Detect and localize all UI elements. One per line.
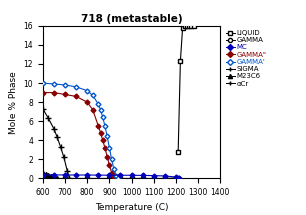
MC — [163, 175, 167, 177]
GAMMA — [85, 177, 89, 180]
LIQUID — [190, 25, 193, 27]
GAMMA" — [96, 125, 100, 127]
GAMMA — [176, 177, 180, 180]
GAMMA" — [63, 93, 67, 96]
LIQUID — [179, 60, 182, 62]
M23C6 — [41, 172, 45, 175]
GAMMA — [174, 177, 178, 179]
MC — [41, 174, 45, 176]
SIGMA — [52, 127, 56, 130]
GAMMA' — [103, 125, 107, 127]
Legend: LIQUID, GAMMA, MC, GAMMA", GAMMA', SIGMA, M23C6, αCr: LIQUID, GAMMA, MC, GAMMA", GAMMA', SIGMA… — [226, 29, 267, 88]
MC — [152, 174, 156, 177]
GAMMA' — [112, 168, 116, 170]
MC — [74, 174, 78, 176]
SIGMA — [55, 136, 59, 139]
Line: SIGMA: SIGMA — [40, 106, 72, 181]
M23C6 — [49, 175, 52, 177]
Line: LIQUID: LIQUID — [176, 24, 196, 154]
M23C6 — [55, 177, 59, 180]
GAMMA' — [108, 147, 111, 149]
αCr — [51, 177, 55, 179]
GAMMA" — [108, 164, 111, 166]
GAMMA" — [52, 91, 56, 94]
MC — [130, 174, 133, 177]
MC — [174, 176, 178, 178]
LIQUID — [187, 25, 191, 27]
GAMMA" — [112, 176, 116, 178]
GAMMA — [119, 177, 122, 180]
LIQUID — [176, 150, 180, 153]
SIGMA — [62, 156, 66, 159]
Line: GAMMA': GAMMA' — [41, 81, 120, 180]
GAMMA' — [114, 174, 118, 177]
SIGMA — [68, 177, 71, 180]
M23C6 — [51, 176, 55, 178]
Line: M23C6: M23C6 — [41, 171, 59, 181]
GAMMA" — [110, 171, 114, 174]
SIGMA — [41, 108, 45, 110]
Line: MC: MC — [41, 173, 181, 180]
LIQUID — [183, 25, 187, 27]
GAMMA — [108, 177, 111, 180]
αCr — [46, 175, 49, 177]
GAMMA' — [105, 135, 109, 138]
GAMMA — [163, 177, 167, 180]
LIQUID — [192, 25, 196, 27]
Line: αCr: αCr — [41, 173, 57, 181]
GAMMA' — [85, 89, 89, 92]
GAMMA" — [91, 108, 95, 111]
GAMMA — [152, 177, 156, 180]
GAMMA" — [114, 177, 118, 180]
SIGMA — [59, 146, 62, 148]
MC — [119, 174, 122, 177]
GAMMA' — [110, 158, 114, 161]
MC — [96, 174, 100, 176]
GAMMA' — [96, 103, 100, 105]
GAMMA' — [91, 94, 95, 97]
LIQUID — [181, 26, 185, 29]
GAMMA — [41, 177, 45, 180]
Line: GAMMA": GAMMA" — [41, 91, 118, 180]
Line: GAMMA: GAMMA — [41, 176, 180, 181]
GAMMA" — [85, 101, 89, 103]
LIQUID — [185, 25, 189, 27]
Title: 718 (metastable): 718 (metastable) — [81, 14, 182, 24]
GAMMA' — [101, 116, 105, 119]
M23C6 — [47, 174, 50, 176]
SIGMA — [65, 169, 69, 172]
GAMMA' — [74, 86, 78, 88]
MC — [63, 174, 67, 176]
GAMMA" — [103, 147, 107, 149]
GAMMA" — [99, 131, 103, 134]
αCr — [53, 177, 57, 180]
GAMMA" — [74, 95, 78, 98]
SIGMA — [47, 117, 50, 120]
GAMMA — [130, 177, 133, 180]
Y-axis label: Mole % Phase: Mole % Phase — [9, 71, 18, 134]
GAMMA" — [105, 155, 109, 158]
MC — [52, 174, 56, 176]
αCr — [49, 176, 52, 179]
αCr — [41, 174, 45, 176]
M23C6 — [53, 177, 57, 179]
X-axis label: Temperature (C): Temperature (C) — [95, 203, 168, 212]
GAMMA — [63, 177, 67, 180]
MC — [85, 174, 89, 176]
GAMMA — [141, 177, 144, 180]
GAMMA" — [101, 139, 105, 141]
GAMMA' — [52, 83, 56, 85]
M23C6 — [44, 173, 48, 175]
MC — [177, 177, 181, 180]
GAMMA' — [99, 108, 103, 111]
GAMMA" — [41, 91, 45, 94]
MC — [141, 174, 144, 177]
GAMMA' — [116, 177, 120, 180]
GAMMA' — [41, 82, 45, 84]
MC — [108, 174, 111, 177]
GAMMA' — [63, 84, 67, 86]
